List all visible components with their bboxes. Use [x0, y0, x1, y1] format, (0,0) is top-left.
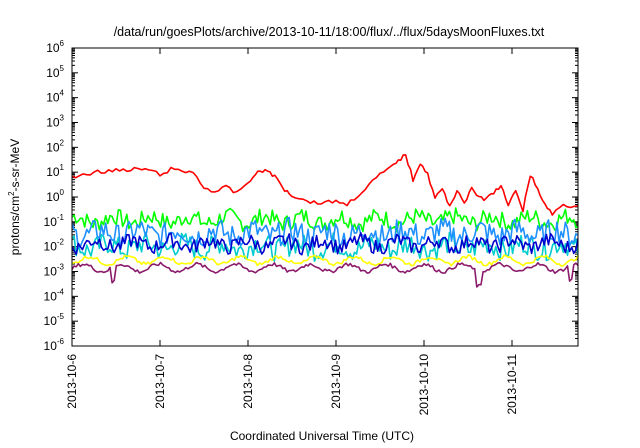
y-tick-label: 106	[46, 39, 64, 55]
y-tick-label: 10-2	[44, 238, 65, 254]
y-tick-label: 105	[46, 64, 64, 80]
y-tick-label: 100	[46, 188, 64, 204]
chart-title: /data/run/goesPlots/archive/2013-10-11/1…	[114, 25, 545, 39]
series-line	[72, 154, 578, 216]
y-axis-label: protons/cm2-s-sr-MeV	[7, 139, 22, 255]
series-line	[72, 216, 578, 250]
x-axis-ticks: 2013-10-6 2013-10-7 2013-10-8 2013-10-9 2013…	[65, 48, 519, 415]
x-tick-label: 2013-10-7	[153, 354, 167, 409]
y-tick-label: 10-5	[44, 312, 65, 328]
x-tick-label: 2013-10-9	[329, 354, 343, 409]
series-line	[72, 254, 578, 267]
y-tick-label: 10-1	[44, 213, 65, 229]
y-tick-label: 10-6	[44, 337, 65, 353]
x-tick-label: 2013-10-10	[417, 354, 431, 416]
series-line	[72, 232, 578, 256]
x-tick-label: 2013-10-11	[505, 354, 519, 415]
y-tick-label: 103	[46, 114, 64, 130]
y-tick-label: 10-3	[44, 263, 65, 279]
y-tick-label: 104	[46, 89, 64, 105]
series-line	[72, 207, 578, 233]
x-axis-label: Coordinated Universal Time (UTC)	[230, 429, 414, 443]
y-tick-label: 102	[46, 138, 64, 154]
x-tick-label: 2013-10-6	[65, 354, 79, 409]
x-tick-label: 2013-10-8	[241, 354, 255, 409]
plot-area	[72, 154, 578, 288]
y-tick-label: 101	[46, 163, 64, 179]
series-line	[72, 261, 578, 288]
y-tick-label: 10-4	[44, 287, 65, 303]
series-line	[72, 231, 578, 262]
y-axis-ticks: 10-6 10-5 10-4 10-3 10-2 10-1 100 101 102 103 104 1…	[44, 39, 578, 353]
plot-frame	[71, 47, 579, 347]
